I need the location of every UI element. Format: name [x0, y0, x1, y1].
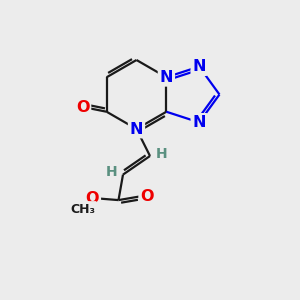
Text: N: N	[192, 115, 206, 130]
Text: H: H	[106, 165, 117, 179]
Text: H: H	[156, 147, 167, 160]
Text: O: O	[86, 191, 99, 206]
Text: N: N	[130, 122, 143, 136]
Text: O: O	[76, 100, 89, 115]
Text: N: N	[160, 70, 173, 85]
Text: CH₃: CH₃	[70, 202, 95, 216]
Text: N: N	[192, 59, 206, 74]
Text: O: O	[140, 189, 154, 204]
